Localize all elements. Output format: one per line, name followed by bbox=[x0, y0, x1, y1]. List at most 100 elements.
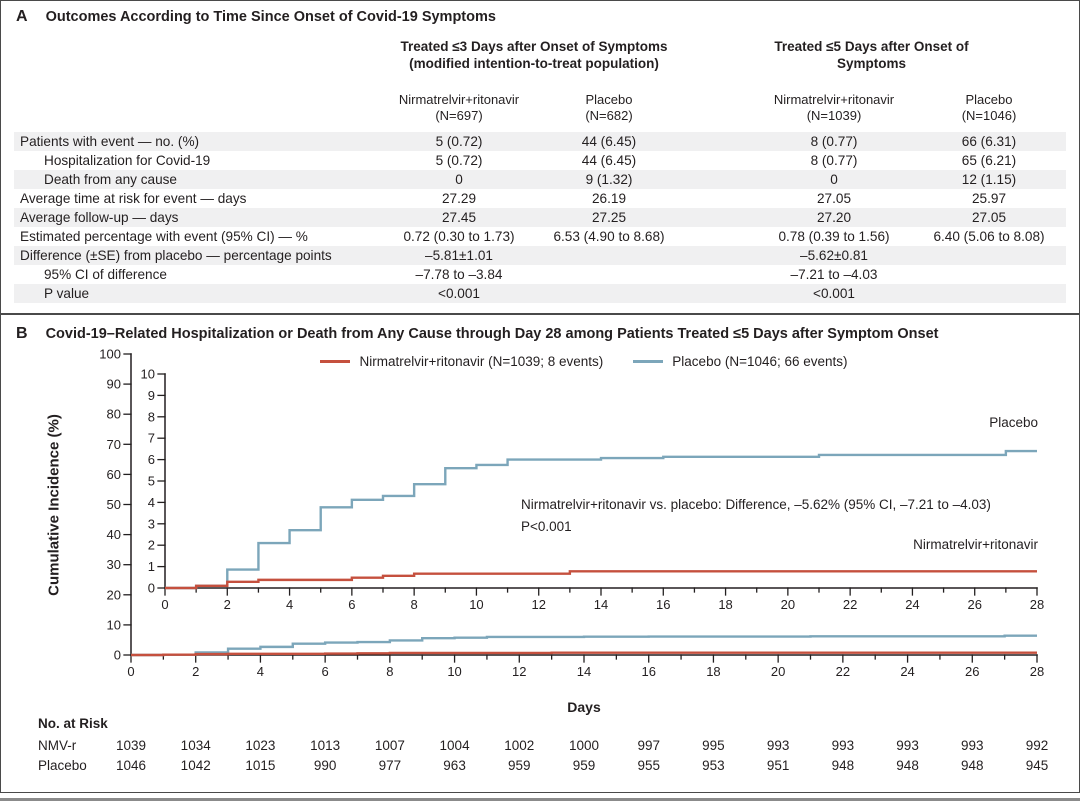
risk-value: 990 bbox=[313, 758, 337, 773]
table-cell: 26.19 bbox=[591, 191, 627, 206]
risk-value: 1023 bbox=[245, 738, 276, 753]
risk-value: 951 bbox=[766, 758, 790, 773]
column-n: (N=697) bbox=[435, 108, 483, 123]
risk-value: 1002 bbox=[504, 738, 535, 753]
table-group-headers: Treated ≤3 Days after Onset of Symptoms … bbox=[14, 38, 1066, 72]
table-cell: 27.05 bbox=[816, 191, 852, 206]
column-drug: Placebo bbox=[585, 92, 633, 107]
risk-value: 948 bbox=[961, 758, 984, 773]
risk-value: 992 bbox=[1025, 738, 1049, 753]
risk-value: 955 bbox=[637, 758, 660, 773]
panel-b-label: B bbox=[16, 325, 28, 342]
table-cell: 0.72 (0.30 to 1.73) bbox=[403, 229, 515, 244]
table-row: P value <0.001 <0.001 bbox=[14, 284, 1066, 303]
risk-value: 993 bbox=[961, 738, 984, 753]
group-header-5days: Treated ≤5 Days after Onset of Symptoms bbox=[739, 38, 1004, 72]
table-row: Hospitalization for Covid-19 5 (0.72) 44 (… bbox=[14, 151, 1066, 170]
group-header-3days: Treated ≤3 Days after Onset of Symptoms … bbox=[384, 38, 684, 72]
table-cell: –5.62±0.81 bbox=[800, 248, 868, 263]
svg-text:9: 9 bbox=[148, 388, 155, 403]
row-label: Hospitalization for Covid-19 bbox=[44, 153, 211, 168]
y-axis-label: Cumulative Incidence (%) bbox=[45, 414, 63, 596]
risk-value: 1000 bbox=[568, 738, 600, 753]
table-cell: <0.001 bbox=[813, 286, 855, 301]
table-row: Difference (±SE) from placebo — percenta… bbox=[14, 246, 1066, 265]
panel-a-header: A Outcomes According to Time Since Onset … bbox=[16, 8, 496, 26]
risk-value: 993 bbox=[766, 738, 790, 753]
risk-value: 953 bbox=[702, 758, 725, 773]
column-header-nmvr-3d: Nirmatrelvir+ritonavir (N=697) bbox=[384, 92, 534, 124]
row-label: Difference (±SE) from placebo — percenta… bbox=[20, 248, 332, 263]
svg-text:22: 22 bbox=[836, 664, 850, 679]
svg-text:2: 2 bbox=[224, 597, 231, 612]
risk-value: 948 bbox=[896, 758, 919, 773]
svg-text:6: 6 bbox=[348, 597, 355, 612]
table-cell: <0.001 bbox=[438, 286, 480, 301]
svg-text:30: 30 bbox=[107, 557, 121, 572]
difference-annotation: Nirmatrelvir+ritonavir vs. placebo: Diff… bbox=[521, 494, 991, 538]
table-cell: 5 (0.72) bbox=[435, 153, 483, 168]
risk-value: 1007 bbox=[374, 738, 405, 753]
svg-text:28: 28 bbox=[1030, 664, 1044, 679]
svg-text:100: 100 bbox=[99, 347, 121, 362]
table-row: Death from any cause 0 9 (1.32) 0 12 (1.15) bbox=[14, 170, 1066, 189]
legend-item-nmvr: Nirmatrelvir+ritonavir (N=1039; 8 events… bbox=[320, 354, 603, 369]
table-cell: 27.29 bbox=[441, 191, 477, 206]
svg-text:4: 4 bbox=[148, 495, 155, 510]
risk-row-name: NMV-r bbox=[38, 738, 77, 753]
column-drug: Nirmatrelvir+ritonavir bbox=[773, 92, 895, 107]
table-row: Patients with event — no. (%) 5 (0.72) 44 … bbox=[14, 132, 1066, 151]
svg-text:8: 8 bbox=[148, 409, 155, 424]
risk-value: 995 bbox=[702, 738, 725, 753]
table-cell: 0 bbox=[830, 172, 838, 187]
row-label: Estimated percentage with event (95% CI)… bbox=[20, 229, 308, 244]
table-cell: 25.97 bbox=[971, 191, 1007, 206]
table-row: Estimated percentage with event (95% CI)… bbox=[14, 227, 1066, 246]
nmvr-line-icon bbox=[320, 360, 351, 363]
column-header-placebo-3d: Placebo (N=682) bbox=[534, 92, 684, 124]
risk-value: 1004 bbox=[439, 738, 470, 753]
group-title: Treated ≤3 Days after Onset of Symptoms bbox=[400, 39, 668, 54]
column-header-placebo-5d: Placebo (N=1046) bbox=[914, 92, 1064, 124]
table-cell: 8 (0.77) bbox=[810, 153, 858, 168]
svg-text:2: 2 bbox=[148, 538, 155, 553]
panel-b-header: B Covid-19–Related Hospitalization or Dea… bbox=[16, 325, 939, 343]
table-cell: 0.78 (0.39 to 1.56) bbox=[778, 229, 890, 244]
risk-row-1: Placebo 1046 1042 1015 990 977 963 959 959 955 95… bbox=[0, 757, 1080, 775]
svg-text:22: 22 bbox=[843, 597, 857, 612]
svg-text:16: 16 bbox=[656, 597, 670, 612]
chart-legend: Nirmatrelvir+ritonavir (N=1039; 8 events… bbox=[131, 354, 1037, 369]
svg-text:6: 6 bbox=[322, 664, 329, 679]
row-label: Average time at risk for event — days bbox=[20, 191, 247, 206]
table-cell: 44 (6.45) bbox=[581, 153, 637, 168]
table-cell: 27.45 bbox=[441, 210, 477, 225]
table-cell: 27.05 bbox=[971, 210, 1007, 225]
outcomes-table-body: Patients with event — no. (%) 5 (0.72) 44 … bbox=[14, 132, 1066, 303]
table-cell: 44 (6.45) bbox=[581, 134, 637, 149]
svg-text:8: 8 bbox=[411, 597, 418, 612]
svg-text:90: 90 bbox=[107, 377, 121, 392]
svg-text:16: 16 bbox=[641, 664, 655, 679]
svg-text:80: 80 bbox=[107, 407, 121, 422]
annotation-line2: P<0.001 bbox=[521, 519, 572, 534]
svg-text:18: 18 bbox=[718, 597, 732, 612]
risk-value: 1042 bbox=[180, 758, 211, 773]
svg-text:24: 24 bbox=[900, 664, 914, 679]
table-row: 95% CI of difference –7.78 to –3.84 –7.21 … bbox=[14, 265, 1066, 284]
svg-text:0: 0 bbox=[127, 664, 134, 679]
svg-text:3: 3 bbox=[148, 516, 155, 531]
svg-text:50: 50 bbox=[107, 497, 121, 512]
table-cell: 65 (6.21) bbox=[961, 153, 1017, 168]
placebo-line-icon bbox=[633, 360, 664, 363]
risk-value: 997 bbox=[637, 738, 660, 753]
svg-text:10: 10 bbox=[107, 617, 121, 632]
svg-text:60: 60 bbox=[107, 467, 121, 482]
column-n: (N=1046) bbox=[961, 108, 1017, 123]
svg-text:20: 20 bbox=[107, 587, 121, 602]
risk-value: 963 bbox=[443, 758, 466, 773]
svg-text:40: 40 bbox=[107, 527, 121, 542]
svg-text:24: 24 bbox=[905, 597, 919, 612]
svg-text:18: 18 bbox=[706, 664, 720, 679]
